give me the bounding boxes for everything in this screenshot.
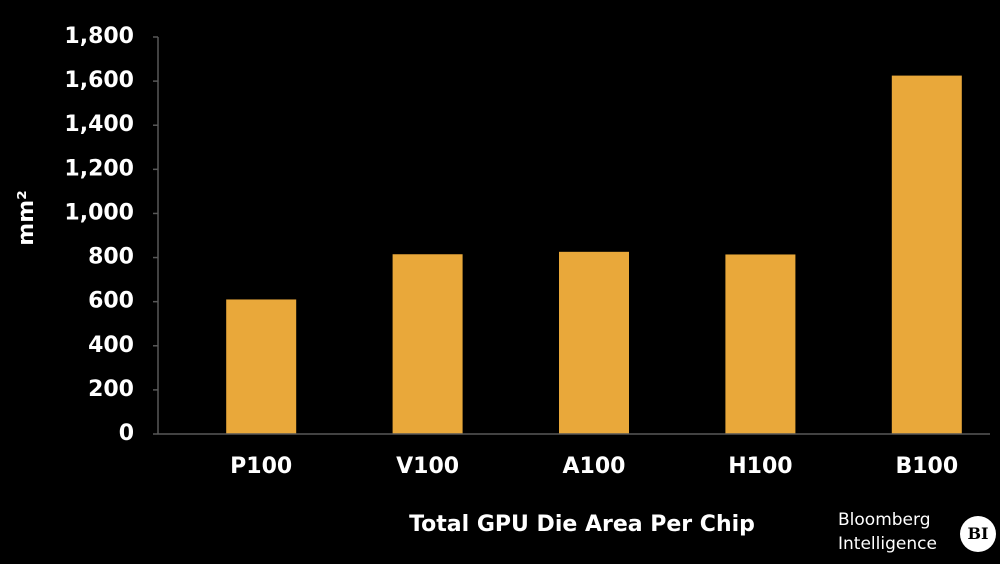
x-tick-label: H100 xyxy=(728,454,792,479)
brand-name-line-1: Bloomberg xyxy=(838,510,931,530)
y-tick-label: 1,400 xyxy=(64,112,134,137)
bar-v100 xyxy=(392,254,463,434)
y-tick-label: 200 xyxy=(88,377,134,402)
y-axis-ticks: 0 200 400 600 800 1,000 1,200 1,400 1,600 1,800 xyxy=(64,24,158,446)
bar-h100 xyxy=(725,254,796,434)
x-tick-label: V100 xyxy=(396,454,459,479)
x-tick-label: P100 xyxy=(230,454,292,479)
bloomberg-intelligence-logo: Bloomberg Intelligence BI xyxy=(838,510,1000,560)
x-axis-labels: P100 V100 A100 H100 B100 xyxy=(230,454,958,479)
y-tick-label: 1,800 xyxy=(64,24,134,49)
x-axis-title: Total GPU Die Area Per Chip xyxy=(409,512,755,537)
bar-b100 xyxy=(891,75,962,434)
bi-badge-icon: BI xyxy=(960,516,996,552)
bar-a100 xyxy=(559,251,629,434)
bar-p100 xyxy=(226,299,297,434)
y-tick-label: 800 xyxy=(88,245,134,270)
bars xyxy=(226,75,962,434)
x-tick-label: A100 xyxy=(563,454,626,479)
y-tick-label: 1,200 xyxy=(64,156,134,181)
y-tick-label: 0 xyxy=(119,421,134,446)
brand-name-line-2: Intelligence xyxy=(838,534,937,554)
y-tick-label: 600 xyxy=(88,289,134,314)
y-tick-label: 1,000 xyxy=(64,200,134,225)
y-axis-title: mm² xyxy=(14,190,39,245)
y-tick-label: 400 xyxy=(88,333,134,358)
y-tick-label: 1,600 xyxy=(64,68,134,93)
x-tick-label: B100 xyxy=(895,454,958,479)
